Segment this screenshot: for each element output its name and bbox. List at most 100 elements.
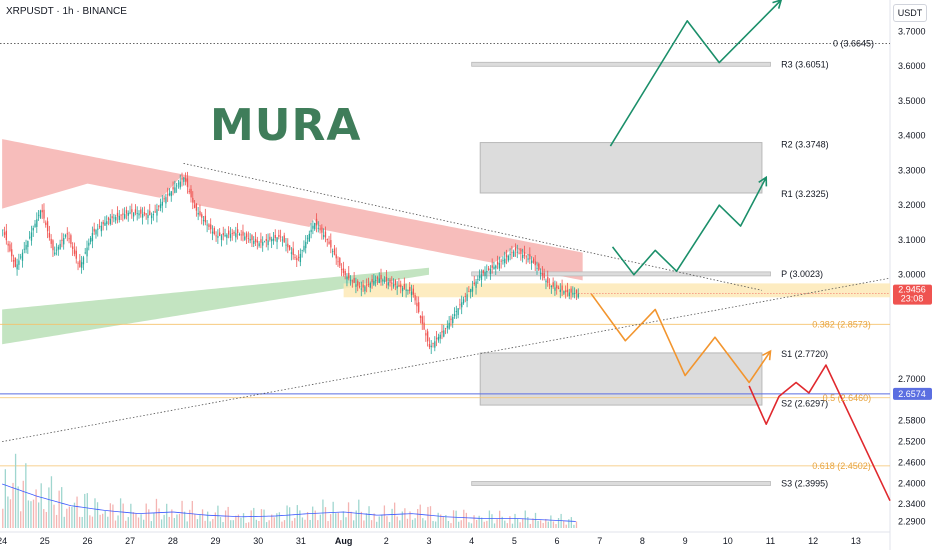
- candle-body: [25, 244, 27, 250]
- y-tick-label: 3.4000: [898, 131, 926, 141]
- candle-body: [88, 242, 90, 246]
- candle-body: [41, 210, 43, 213]
- candle-body: [158, 205, 160, 207]
- candle-body: [391, 282, 393, 284]
- mura-watermark: MURA: [210, 100, 362, 151]
- candle-body: [91, 232, 94, 242]
- candle-body: [375, 279, 377, 281]
- pivot-label-s1: S1 (2.7720): [781, 349, 828, 359]
- candle-body: [177, 183, 180, 185]
- volume-bar: [378, 516, 380, 528]
- y-tick-label: 2.3400: [898, 499, 926, 509]
- volume-bar: [504, 520, 506, 528]
- candle-body: [125, 210, 128, 214]
- candle-body: [278, 234, 280, 237]
- candle-body: [559, 289, 561, 293]
- volume-bar: [104, 510, 106, 528]
- volume-bar: [534, 512, 537, 528]
- candle-body: [513, 251, 515, 257]
- volume-bar: [442, 516, 444, 528]
- volume-bar: [122, 503, 124, 528]
- volume-bar: [383, 505, 386, 528]
- candle-body: [20, 256, 22, 258]
- descending-trendline: [183, 163, 763, 291]
- symbol-title: XRPUSDT · 1h · BINANCE: [6, 6, 127, 17]
- candle-body: [109, 218, 112, 224]
- volume-bar: [501, 516, 503, 528]
- candle-body: [156, 209, 158, 216]
- pivot-label-s3: S3 (2.3995): [781, 478, 828, 488]
- candle-body: [294, 257, 296, 258]
- current-price-tag: [893, 284, 932, 305]
- candle-body: [30, 232, 33, 241]
- volume-bar: [148, 509, 150, 528]
- volume-bar: [399, 520, 401, 528]
- candle-body: [310, 229, 312, 233]
- candle-body: [220, 235, 223, 240]
- candle-body: [14, 257, 16, 267]
- candle-body: [185, 178, 187, 182]
- candle-body: [11, 249, 13, 257]
- volume-bar: [199, 514, 201, 528]
- candle-body: [392, 284, 395, 287]
- candle-body: [111, 216, 113, 219]
- volume-bar: [4, 469, 6, 528]
- candle-body: [332, 251, 334, 252]
- candle-body: [557, 287, 560, 289]
- volume-bar: [181, 500, 183, 528]
- candle-body: [258, 243, 260, 247]
- candle-body: [75, 250, 77, 259]
- volume-bar: [386, 516, 388, 528]
- x-tick-label: Aug: [335, 536, 353, 546]
- candle-body: [522, 255, 524, 259]
- x-tick-label: 28: [168, 536, 178, 546]
- orange-projection: [590, 293, 772, 384]
- candle-body: [548, 284, 551, 286]
- candle-body: [477, 278, 479, 280]
- candle-body: [89, 237, 92, 242]
- y-tick-label: 3.6000: [898, 61, 926, 71]
- green-projection-lower-arrowhead: [758, 175, 768, 187]
- volume-bar: [58, 490, 60, 528]
- volume-bar: [30, 501, 32, 528]
- volume-bar: [2, 508, 4, 528]
- candle-body: [16, 264, 18, 270]
- blue-line-tag: [893, 387, 932, 400]
- volume-bar: [114, 520, 117, 528]
- volume-bar: [43, 509, 45, 528]
- volume-bar: [568, 519, 570, 528]
- candle-body: [520, 249, 522, 254]
- y-tick-label: 2.4600: [898, 457, 926, 467]
- candle-body: [297, 256, 300, 258]
- candle-body: [547, 277, 549, 284]
- candle-body: [2, 229, 4, 231]
- candle-body: [59, 243, 61, 250]
- candle-body: [211, 231, 214, 234]
- currency-button[interactable]: USDT: [893, 4, 927, 22]
- volume-bar: [470, 523, 473, 528]
- candle-body: [358, 286, 361, 288]
- candle-body: [382, 279, 384, 281]
- volume-bar: [224, 510, 227, 528]
- candle-body: [174, 187, 176, 193]
- candle-body: [401, 288, 404, 292]
- volume-bar: [166, 503, 168, 528]
- volume-bar: [552, 521, 555, 528]
- volume-bar: [345, 517, 347, 528]
- blue-line-value: 2.6574: [898, 389, 926, 399]
- volume-bar: [265, 522, 268, 528]
- volume-bar: [309, 519, 311, 528]
- volume-bar: [570, 517, 573, 528]
- candle-body: [247, 237, 250, 239]
- candle-body: [106, 221, 108, 225]
- candle-body: [161, 201, 163, 206]
- candle-body: [61, 239, 63, 241]
- volume-bar: [314, 510, 316, 528]
- candle-body: [575, 289, 578, 294]
- x-tick-label: 3: [426, 536, 431, 546]
- pivot-label-r1: R1 (3.2325): [781, 189, 829, 199]
- volume-bar: [22, 480, 24, 528]
- volume-bar: [14, 453, 17, 528]
- candle-body: [54, 252, 56, 255]
